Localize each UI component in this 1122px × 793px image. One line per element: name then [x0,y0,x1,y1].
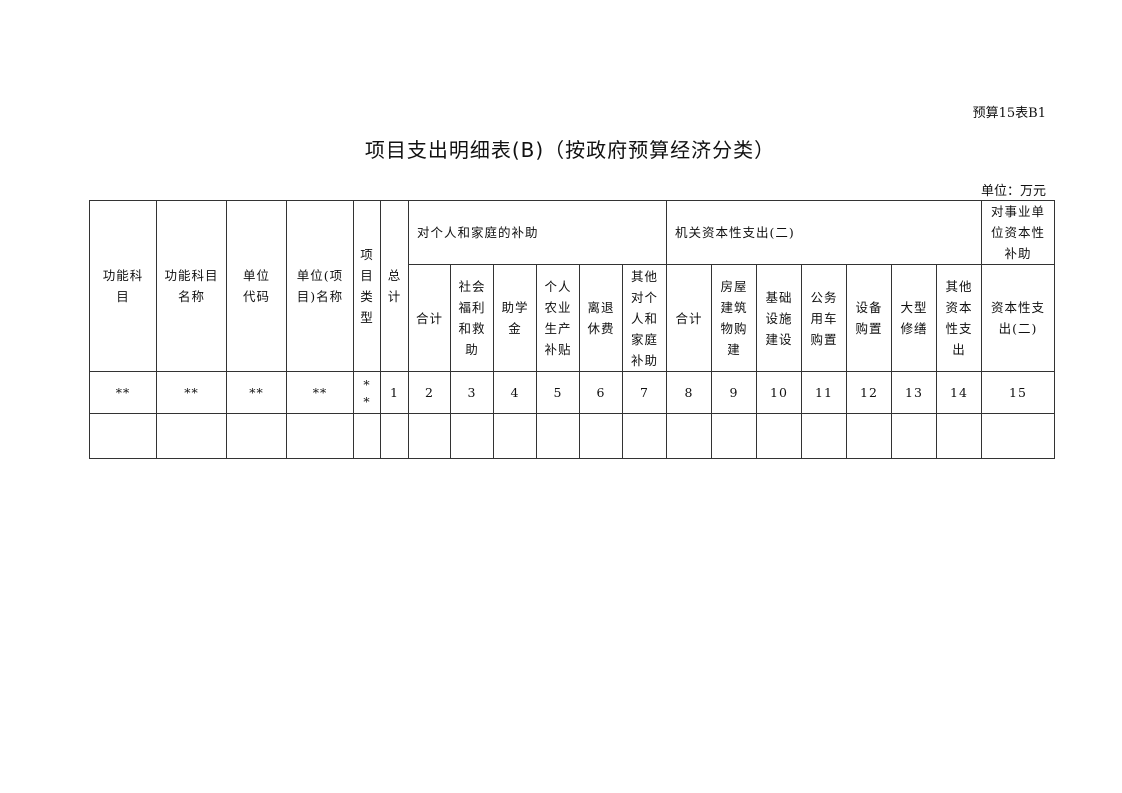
budget-table: 功能科 目 功能科目 名称 单位 代码 单位(项 目)名称 项 目 类 型 总 … [89,200,1055,459]
unit-label: 单位：万元 [980,184,1046,199]
data-cell[interactable] [380,413,409,459]
header-g2-col: 基础 设施 建设 [756,264,802,372]
page-title: 项目支出明细表(B)（按政府预算经济分类） [364,138,776,162]
data-cell[interactable] [622,413,667,459]
data-cell[interactable] [408,413,451,459]
index-cell: 5 [536,371,580,414]
index-cell: * * [353,371,381,414]
index-cell: 13 [891,371,937,414]
index-cell: 1 [380,371,409,414]
header-g2-col: 合计 [666,264,712,372]
data-cell[interactable] [711,413,757,459]
index-cell: 8 [666,371,712,414]
empty-data-row [89,413,1055,459]
index-cell: 10 [756,371,802,414]
data-cell[interactable] [801,413,847,459]
header-g1-col: 社会 福利 和救 助 [450,264,494,372]
header-g1-col: 合计 [408,264,451,372]
data-cell[interactable] [536,413,580,459]
header-func-subject-name: 功能科目 名称 [156,200,227,372]
index-cell: 12 [846,371,892,414]
header-g2-col: 公务 用车 购置 [801,264,847,372]
data-cell[interactable] [156,413,227,459]
data-cell[interactable] [89,413,157,459]
header-project-type: 项 目 类 型 [353,200,381,372]
header-unit-code: 单位 代码 [226,200,287,372]
index-cell: ** [156,371,227,414]
header-group-personal-subsidy: 对个人和家庭的补助 [408,200,667,265]
header-g1-col: 其他 对个 人和 家庭 补助 [622,264,667,372]
data-cell[interactable] [286,413,354,459]
header-unit-name: 单位(项 目)名称 [286,200,354,372]
header-g1-col: 助学 金 [493,264,537,372]
header-g3-col: 资本性支 出(二) [981,264,1055,372]
index-cell: 2 [408,371,451,414]
data-cell[interactable] [981,413,1055,459]
index-cell: ** [286,371,354,414]
header-func-subject: 功能科 目 [89,200,157,372]
data-cell[interactable] [493,413,537,459]
data-cell[interactable] [226,413,287,459]
index-cell: 7 [622,371,667,414]
data-cell[interactable] [579,413,623,459]
index-cell: 4 [493,371,537,414]
data-cell[interactable] [846,413,892,459]
header-g2-col: 房屋 建筑 物购 建 [711,264,757,372]
index-cell: 11 [801,371,847,414]
header-group-institution-capital: 对事业单 位资本性 补助 [981,200,1055,265]
index-cell: 6 [579,371,623,414]
data-cell[interactable] [353,413,381,459]
data-cell[interactable] [936,413,982,459]
header-g1-col: 离退 休费 [579,264,623,372]
document-code: 预算15表B1 [972,106,1046,121]
header-g2-col: 设备 购置 [846,264,892,372]
data-cell[interactable] [756,413,802,459]
header-group-capital-expenditure: 机关资本性支出(二) [666,200,982,265]
header-total: 总 计 [380,200,409,372]
index-cell: ** [226,371,287,414]
index-cell: 3 [450,371,494,414]
index-cell: 9 [711,371,757,414]
data-cell[interactable] [450,413,494,459]
data-cell[interactable] [666,413,712,459]
index-cell: 14 [936,371,982,414]
header-g2-col: 大型 修缮 [891,264,937,372]
index-row: ** ** ** ** * * 1 2 3 4 5 6 7 8 9 10 11 12 13 14 15 [89,371,1055,414]
index-cell: ** [89,371,157,414]
header-g2-col: 其他 资本 性支 出 [936,264,982,372]
index-cell: 15 [981,371,1055,414]
data-cell[interactable] [891,413,937,459]
header-g1-col: 个人 农业 生产 补贴 [536,264,580,372]
